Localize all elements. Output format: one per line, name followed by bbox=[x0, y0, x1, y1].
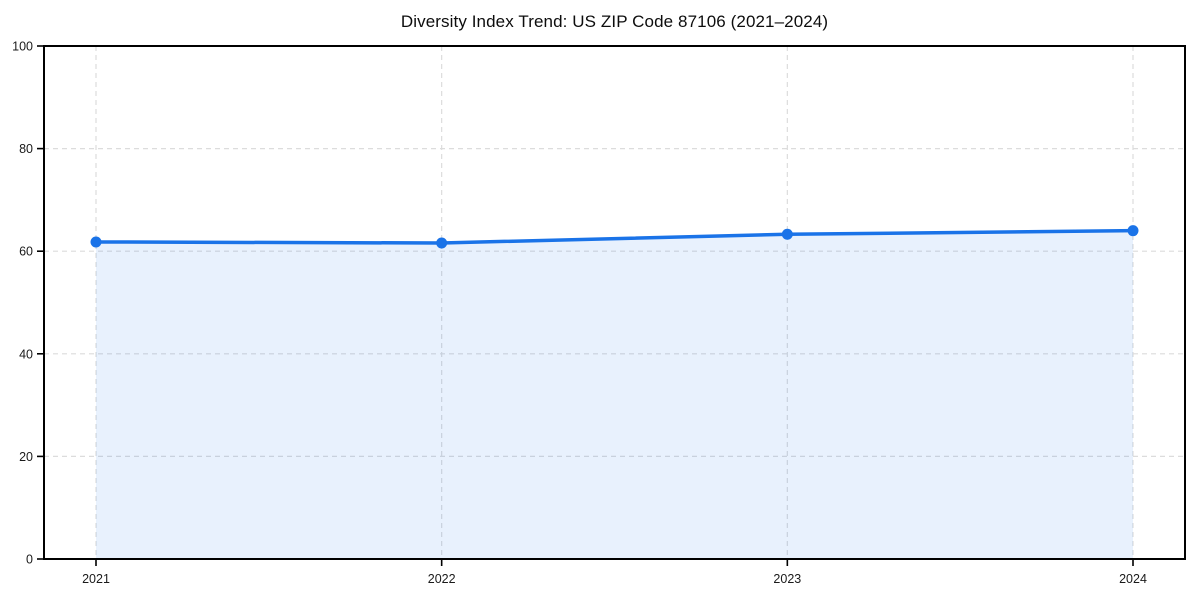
x-tick-label: 2023 bbox=[773, 572, 801, 586]
data-point-marker bbox=[781, 228, 793, 240]
trend-line bbox=[94, 228, 1135, 245]
x-tick-label: 2021 bbox=[82, 572, 110, 586]
data-point-marker bbox=[1127, 225, 1139, 237]
chart-title: Diversity Index Trend: US ZIP Code 87106… bbox=[400, 12, 829, 31]
data-point-marker bbox=[90, 236, 102, 248]
y-tick-label: 80 bbox=[19, 142, 33, 156]
y-tick-label: 60 bbox=[19, 245, 33, 259]
x-tick-label: 2024 bbox=[1119, 572, 1147, 586]
y-tick-label: 0 bbox=[26, 553, 33, 567]
y-tick-label: 20 bbox=[19, 450, 33, 464]
x-tick-label: 2022 bbox=[428, 572, 456, 586]
data-point-marker bbox=[436, 237, 448, 249]
area-fill bbox=[96, 230, 1133, 559]
axes-box bbox=[43, 45, 1186, 560]
y-tick-label: 100 bbox=[12, 40, 33, 54]
y-tick-label: 40 bbox=[19, 347, 33, 361]
